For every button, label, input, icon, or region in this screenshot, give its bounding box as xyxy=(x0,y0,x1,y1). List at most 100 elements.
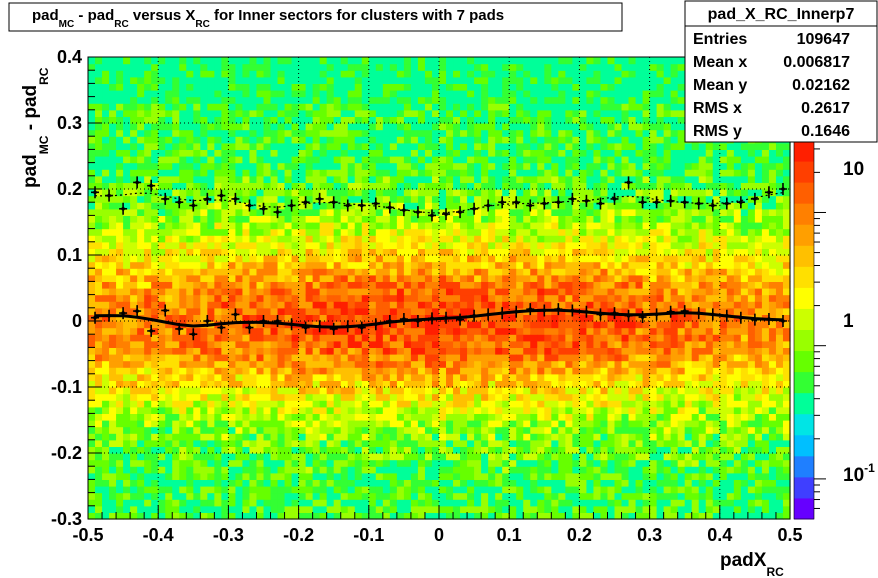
heatmap-cell xyxy=(102,426,110,434)
heatmap-cell xyxy=(88,512,96,520)
heatmap-cell xyxy=(509,459,517,467)
heatmap-cell xyxy=(312,492,321,500)
heatmap-cell xyxy=(256,156,265,164)
heatmap-cell xyxy=(347,387,356,395)
heatmap-cell xyxy=(396,281,405,289)
heatmap-cell xyxy=(214,90,222,98)
heatmap-cell xyxy=(474,453,482,461)
heatmap-cell xyxy=(144,334,152,342)
heatmap-cell xyxy=(221,512,229,520)
heatmap-cell xyxy=(495,57,503,65)
heatmap-cell xyxy=(488,76,496,84)
heatmap-cell xyxy=(235,156,244,164)
heatmap-cell xyxy=(410,334,419,342)
heatmap-cell xyxy=(333,420,342,428)
heatmap-cell xyxy=(446,466,454,474)
heatmap-cell xyxy=(410,400,419,408)
heatmap-cell xyxy=(460,360,468,368)
heatmap-cell xyxy=(165,215,173,223)
heatmap-cell xyxy=(382,360,391,368)
heatmap-cell xyxy=(509,439,517,447)
heatmap-cell xyxy=(291,373,300,381)
heatmap-cell xyxy=(305,433,314,441)
heatmap-cell xyxy=(382,268,391,276)
heatmap-cell xyxy=(235,472,244,480)
heatmap-cell xyxy=(228,307,237,315)
heatmap-cell xyxy=(523,505,531,513)
heatmap-cell xyxy=(158,393,166,401)
heatmap-cell xyxy=(572,235,580,243)
heatmap-cell xyxy=(558,241,566,249)
heatmap-cell xyxy=(200,248,208,256)
heatmap-cell xyxy=(537,149,545,157)
heatmap-cell xyxy=(109,235,117,243)
heatmap-cell xyxy=(312,129,321,137)
heatmap-cell xyxy=(263,314,272,322)
heatmap-cell xyxy=(319,321,328,329)
heatmap-cell xyxy=(565,347,573,355)
heatmap-cell xyxy=(424,492,433,500)
heatmap-cell xyxy=(382,255,391,263)
heatmap-cell xyxy=(509,274,517,282)
heatmap-cell xyxy=(137,195,145,203)
heatmap-cell xyxy=(544,63,552,71)
heatmap-cell xyxy=(326,241,335,249)
heatmap-cell xyxy=(151,123,159,131)
heatmap-cell xyxy=(579,202,588,210)
heatmap-cell xyxy=(137,426,145,434)
heatmap-cell xyxy=(186,499,194,507)
heatmap-cell xyxy=(123,334,131,342)
heatmap-cell xyxy=(305,235,314,243)
heatmap-cell xyxy=(207,413,215,421)
heatmap-cell xyxy=(551,182,559,190)
heatmap-cell xyxy=(354,492,363,500)
heatmap-cell xyxy=(551,486,559,494)
heatmap-cell xyxy=(284,215,293,223)
heatmap-cell xyxy=(368,175,377,183)
heatmap-cell xyxy=(431,453,440,461)
heatmap-cell xyxy=(277,268,286,276)
heatmap-cell xyxy=(481,162,489,170)
heatmap-cell xyxy=(551,248,559,256)
heatmap-cell xyxy=(361,393,370,401)
heatmap-cell xyxy=(109,255,117,263)
heatmap-cell xyxy=(488,420,496,428)
heatmap-cell xyxy=(312,241,321,249)
heatmap-cell xyxy=(453,129,461,137)
heatmap-cell xyxy=(361,83,370,91)
heatmap-cell xyxy=(537,175,545,183)
heatmap-cell xyxy=(424,327,433,335)
heatmap-cell xyxy=(179,281,187,289)
heatmap-cell xyxy=(551,400,559,408)
heatmap-cell xyxy=(467,83,475,91)
heatmap-cell xyxy=(186,459,194,467)
heatmap-cell xyxy=(137,202,145,210)
heatmap-cell xyxy=(481,433,489,441)
heatmap-cell xyxy=(165,499,173,507)
heatmap-cell xyxy=(312,274,321,282)
heatmap-cell xyxy=(424,413,433,421)
heatmap-cell xyxy=(572,182,580,190)
heatmap-cell xyxy=(298,129,307,137)
heatmap-cell xyxy=(467,208,475,216)
heatmap-cell xyxy=(249,149,258,157)
heatmap-cell xyxy=(347,103,356,111)
heatmap-cell xyxy=(474,57,482,65)
heatmap-cell xyxy=(460,334,468,342)
heatmap-cell xyxy=(102,288,110,296)
heatmap-cell xyxy=(340,327,349,335)
heatmap-cell xyxy=(537,63,545,71)
heatmap-cell xyxy=(109,57,117,65)
heatmap-cell xyxy=(516,301,524,309)
heatmap-cell xyxy=(340,288,349,296)
heatmap-cell xyxy=(333,136,342,144)
heatmap-cell xyxy=(172,301,180,309)
heatmap-cell xyxy=(579,241,588,249)
heatmap-cell xyxy=(474,367,482,375)
heatmap-cell xyxy=(200,334,208,342)
heatmap-cell xyxy=(558,63,566,71)
heatmap-cell xyxy=(368,90,377,98)
heatmap-cell xyxy=(144,268,152,276)
heatmap-cell xyxy=(467,90,475,98)
heatmap-cell xyxy=(305,453,314,461)
